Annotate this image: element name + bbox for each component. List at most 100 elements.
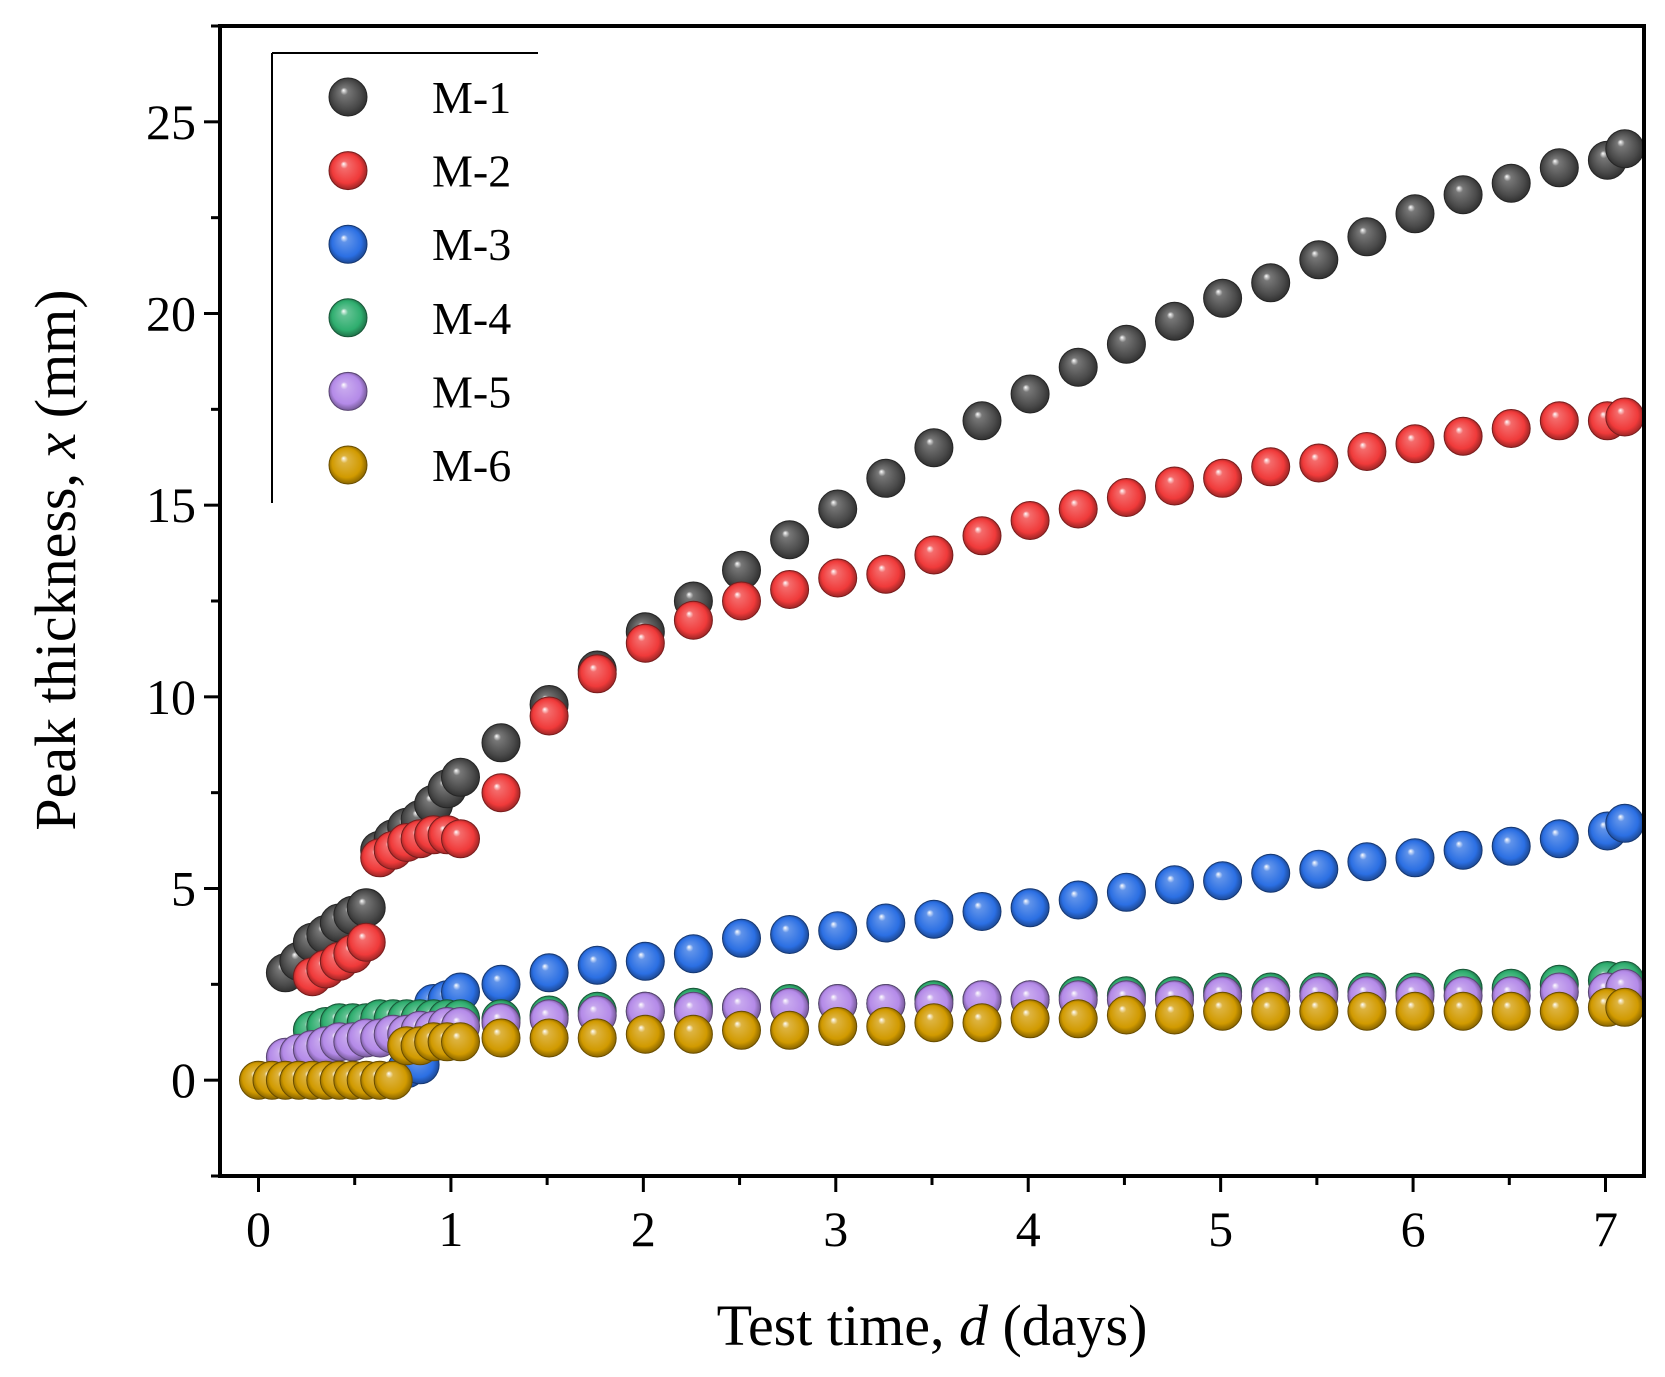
y-axis-title-prefix: Peak thickness,: [23, 459, 88, 831]
data-point-M-2: [1251, 447, 1291, 487]
data-point-M-3: [1395, 838, 1435, 878]
data-point-M-3: [1058, 880, 1098, 920]
data-point-M-2: [1010, 501, 1050, 540]
data-point-M-2: [1491, 409, 1531, 448]
legend-label: M-4: [432, 293, 511, 344]
data-point-M-6: [529, 1018, 569, 1058]
x-tick-label: 6: [1401, 1201, 1426, 1257]
data-point-M-6: [866, 1007, 906, 1046]
data-point-M-6: [914, 1003, 954, 1043]
data-point-M-6: [373, 1060, 413, 1100]
y-axis-title-variable: x: [23, 433, 88, 460]
legend-items: M-1 M-2 M-3 M-4 M-5 M-6: [328, 72, 511, 491]
data-point-M-1: [1347, 217, 1387, 257]
data-point-M-1: [1395, 194, 1435, 234]
data-point-M-2: [1539, 401, 1579, 441]
data-point-M-1: [346, 888, 386, 928]
plot-points: [239, 129, 1645, 1100]
data-point-M-2: [866, 554, 906, 594]
legend-marker: [328, 151, 368, 191]
legend-label: M-2: [432, 146, 511, 197]
legend-item-M-3: M-3: [328, 219, 511, 270]
x-axis-title: Test time, d (days): [717, 1293, 1148, 1358]
data-point-M-1: [866, 458, 906, 498]
data-point-M-3: [1010, 888, 1050, 928]
data-point-M-1: [1491, 163, 1531, 203]
data-point-M-2: [1155, 466, 1194, 506]
x-tick-label: 7: [1593, 1201, 1618, 1257]
data-point-M-2: [346, 922, 386, 962]
data-point-M-2: [962, 516, 1002, 556]
data-point-M-6: [1058, 999, 1098, 1039]
data-point-M-1: [441, 757, 480, 797]
data-point-M-2: [722, 581, 761, 621]
data-point-M-3: [1106, 872, 1146, 912]
legend-item-M-1: M-1: [328, 72, 511, 123]
legend-item-M-5: M-5: [328, 366, 511, 417]
data-point-M-6: [625, 1014, 665, 1054]
data-point-M-6: [962, 1003, 1002, 1043]
legend-label: M-6: [432, 440, 511, 491]
data-point-M-1: [481, 723, 521, 763]
data-point-M-2: [625, 623, 665, 663]
series-M-2: [292, 397, 1645, 997]
data-point-M-3: [1251, 853, 1291, 893]
y-tick-label: 25: [146, 94, 196, 150]
axis-ticks: 0 1 2 3 4 5 6 7 0 5 10 15 20 25: [146, 24, 1618, 1257]
data-point-M-2: [673, 600, 713, 640]
data-point-M-3: [1155, 865, 1194, 905]
legend-item-M-2: M-2: [328, 146, 511, 197]
data-point-M-3: [1347, 842, 1387, 882]
data-point-M-1: [1203, 278, 1243, 318]
data-point-M-3: [529, 953, 569, 993]
x-tick-label: 4: [1016, 1201, 1041, 1257]
data-point-M-1: [770, 520, 810, 560]
data-point-M-1: [1251, 263, 1291, 303]
data-point-M-6: [770, 1010, 810, 1050]
data-point-M-6: [1106, 995, 1146, 1035]
data-point-M-2: [577, 654, 617, 694]
data-point-M-2: [1299, 443, 1339, 483]
data-point-M-1: [1058, 347, 1098, 387]
data-point-M-1: [914, 428, 954, 468]
y-axis-title-suffix: (mm): [23, 289, 88, 432]
y-axis-title: Peak thickness, x (mm): [23, 289, 88, 830]
data-point-M-6: [1605, 987, 1645, 1027]
legend-label: M-5: [432, 366, 511, 417]
x-tick-label: 5: [1208, 1201, 1233, 1257]
data-point-M-2: [1058, 489, 1098, 529]
y-tick-label: 15: [146, 477, 196, 533]
data-point-M-3: [1491, 826, 1531, 866]
x-tick-label: 2: [631, 1201, 656, 1257]
data-point-M-2: [914, 535, 954, 575]
data-point-M-3: [577, 945, 617, 985]
data-point-M-3: [1605, 803, 1645, 843]
data-point-M-2: [1605, 397, 1645, 437]
data-point-M-6: [1299, 991, 1339, 1031]
data-point-M-2: [818, 558, 858, 598]
legend-marker: [328, 77, 368, 117]
data-point-M-6: [722, 1010, 761, 1050]
legend-label: M-1: [432, 72, 511, 123]
data-point-M-2: [1203, 458, 1243, 498]
data-point-M-2: [481, 773, 521, 813]
y-tick-label: 10: [146, 669, 196, 725]
data-point-M-1: [1443, 175, 1483, 215]
data-point-M-6: [1251, 991, 1291, 1031]
data-point-M-3: [866, 903, 906, 943]
y-tick-label: 20: [146, 286, 196, 342]
series-M-3: [387, 803, 1645, 1089]
y-tick-label: 5: [171, 861, 196, 917]
x-tick-label: 3: [823, 1201, 848, 1257]
data-point-M-3: [1299, 849, 1339, 889]
data-point-M-3: [625, 941, 665, 981]
data-point-M-2: [1347, 432, 1387, 471]
data-point-M-3: [770, 915, 810, 954]
data-point-M-1: [1299, 240, 1339, 280]
data-point-M-1: [818, 489, 858, 529]
legend-label: M-3: [432, 219, 511, 270]
data-point-M-6: [1491, 991, 1531, 1031]
data-point-M-6: [1395, 991, 1435, 1031]
data-point-M-3: [1443, 830, 1483, 870]
